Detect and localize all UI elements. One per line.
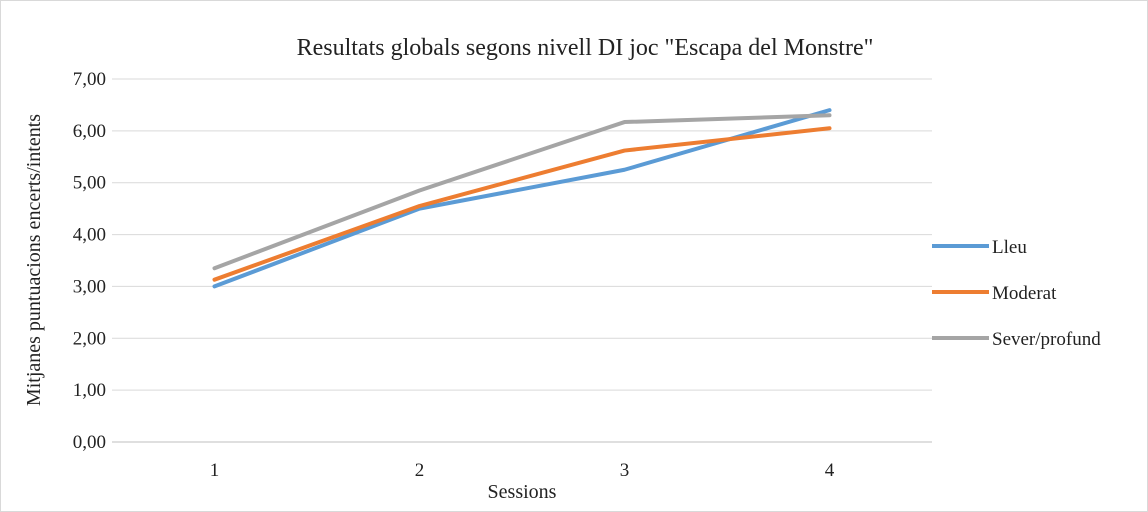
y-tick-label: 3,00 <box>73 276 106 297</box>
x-tick-label: 2 <box>415 460 425 481</box>
legend-label: Sever/profund <box>992 329 1101 350</box>
y-axis-label: Mitjanes puntuacions encerts/intents <box>23 114 45 406</box>
x-tick-label: 3 <box>620 460 630 481</box>
chart-title: Resultats globals segons nivell DI joc "… <box>297 35 874 61</box>
x-axis-label: Sessions <box>488 481 557 503</box>
x-tick-labels: 1 2 3 4 <box>210 460 835 481</box>
x-tick-label: 4 <box>825 460 835 481</box>
x-tick-label: 1 <box>210 460 220 481</box>
series-lines <box>215 110 830 286</box>
y-tick-label: 1,00 <box>73 380 106 401</box>
y-tick-label: 7,00 <box>73 69 106 90</box>
y-tick-label: 5,00 <box>73 173 106 194</box>
legend-label: Moderat <box>992 283 1057 304</box>
y-tick-label: 4,00 <box>73 225 106 246</box>
legend-label: Lleu <box>992 237 1027 258</box>
legend: Lleu Moderat Sever/profund <box>932 237 1101 350</box>
y-tick-label: 0,00 <box>73 432 106 453</box>
series-line-moderat <box>215 128 830 279</box>
y-tick-labels: 0,00 1,00 2,00 3,00 4,00 5,00 6,00 7,00 <box>73 69 106 453</box>
y-tick-label: 2,00 <box>73 328 106 349</box>
y-tick-label: 6,00 <box>73 121 106 142</box>
